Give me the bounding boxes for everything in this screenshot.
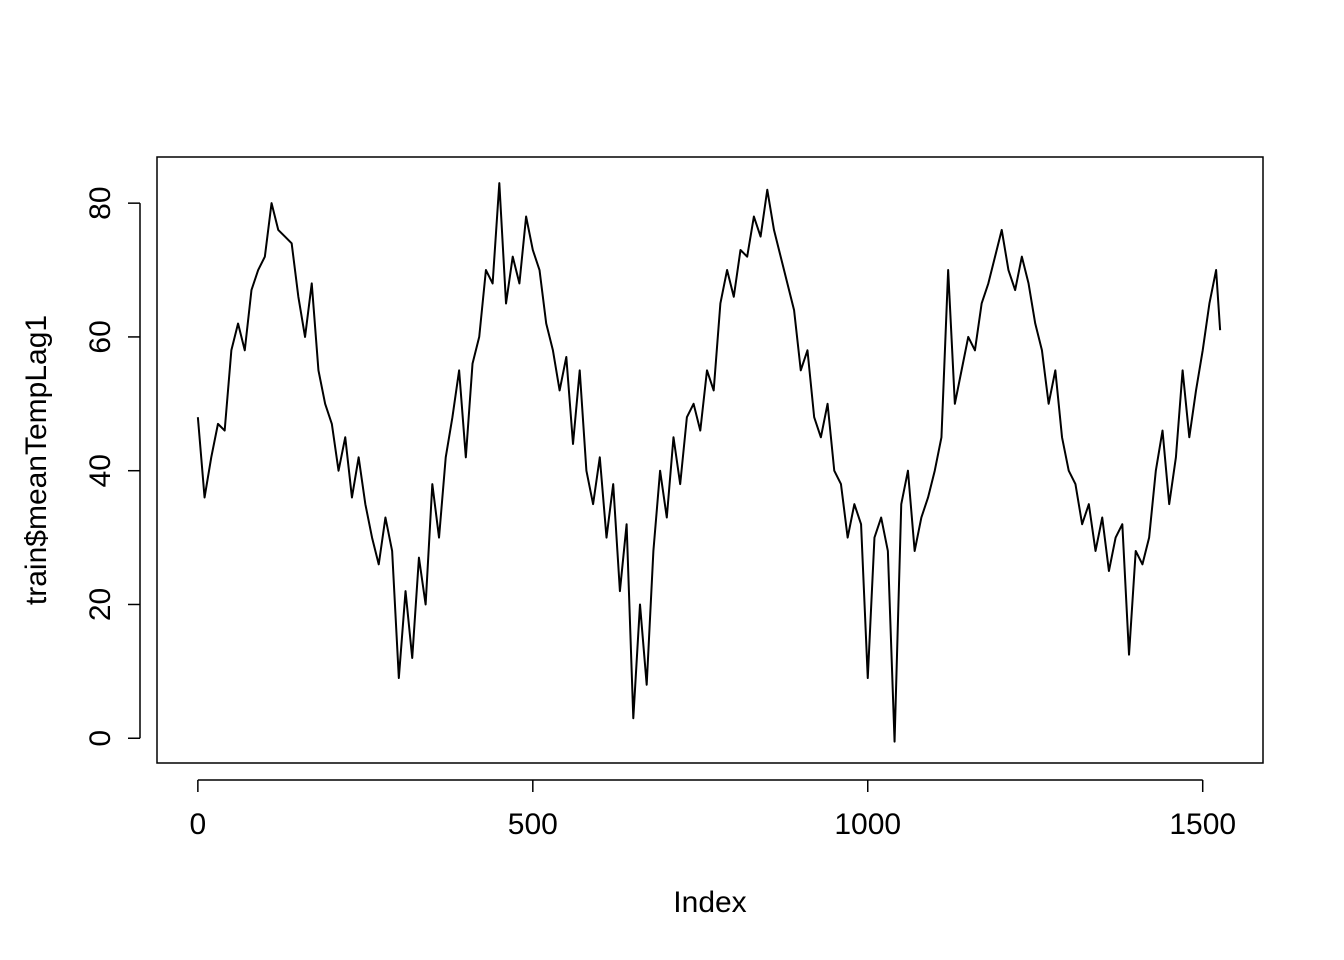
y-tick-label: 20 [84, 588, 117, 621]
y-axis-label: train$meanTempLag1 [20, 315, 53, 605]
y-tick-label: 0 [84, 730, 117, 747]
data-line [196, 182, 1222, 743]
plot-frame [156, 156, 1264, 764]
x-tick-label: 0 [190, 808, 207, 841]
x-axis-label: Index [673, 886, 746, 919]
x-tick-label: 1500 [1169, 808, 1236, 841]
y-tick-label: 60 [84, 320, 117, 353]
y-tick-label: 80 [84, 186, 117, 219]
y-tick-label: 40 [84, 454, 117, 487]
x-tick-label: 1000 [834, 808, 901, 841]
x-tick-label: 500 [508, 808, 558, 841]
